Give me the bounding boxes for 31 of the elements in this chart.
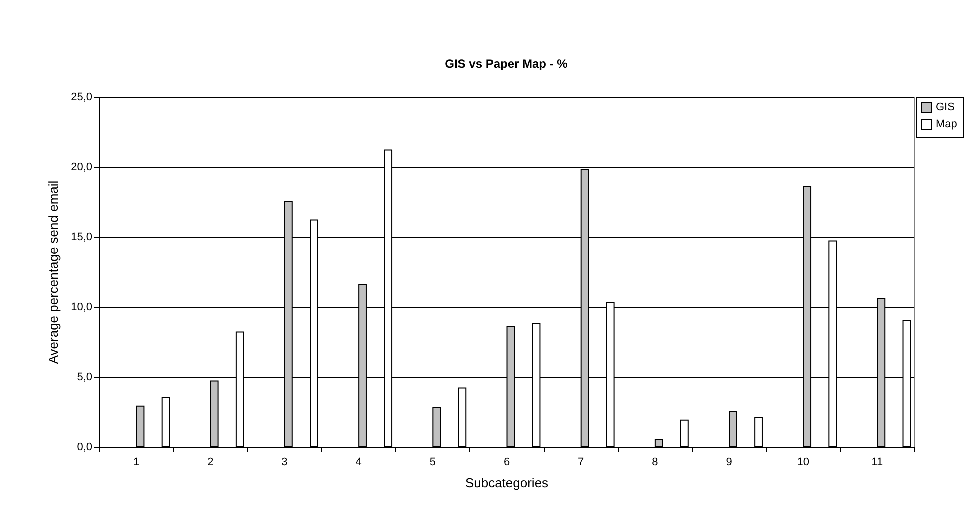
bar bbox=[729, 412, 738, 448]
y-tick-label: 25,0 bbox=[71, 92, 92, 104]
y-tick-label: 0,0 bbox=[77, 442, 92, 454]
chart-title: GIS vs Paper Map - % bbox=[445, 57, 568, 71]
bar bbox=[432, 407, 442, 448]
y-tick-label: 10,0 bbox=[71, 302, 92, 314]
y-tick-label: 20,0 bbox=[71, 162, 92, 174]
y-tick-label: 5,0 bbox=[77, 372, 92, 384]
x-tick-label: 6 bbox=[504, 456, 510, 468]
bar bbox=[654, 440, 664, 448]
y-tick-label: 15,0 bbox=[71, 232, 92, 244]
x-tick-label: 4 bbox=[356, 456, 362, 468]
x-tick-label: 11 bbox=[872, 456, 884, 468]
legend-label: GIS bbox=[936, 102, 955, 114]
x-axis-title: Subcategories bbox=[465, 476, 550, 490]
bar bbox=[210, 380, 219, 448]
x-tick-label: 9 bbox=[726, 456, 732, 468]
x-tick-label: 8 bbox=[652, 456, 658, 468]
bar bbox=[680, 420, 689, 448]
x-tick-label: 3 bbox=[282, 456, 288, 468]
y-axis-title: Average percentage send email bbox=[46, 180, 62, 364]
x-tick-label: 2 bbox=[208, 456, 214, 468]
legend-label: Map bbox=[936, 118, 958, 130]
x-tick-label: 7 bbox=[578, 456, 584, 468]
x-tick-label: 10 bbox=[797, 456, 810, 468]
bar bbox=[458, 388, 467, 448]
x-tick-label: 1 bbox=[133, 456, 140, 468]
bar bbox=[136, 406, 145, 448]
x-tick-label: 5 bbox=[430, 456, 436, 468]
bar bbox=[162, 398, 170, 448]
bar bbox=[754, 417, 763, 448]
